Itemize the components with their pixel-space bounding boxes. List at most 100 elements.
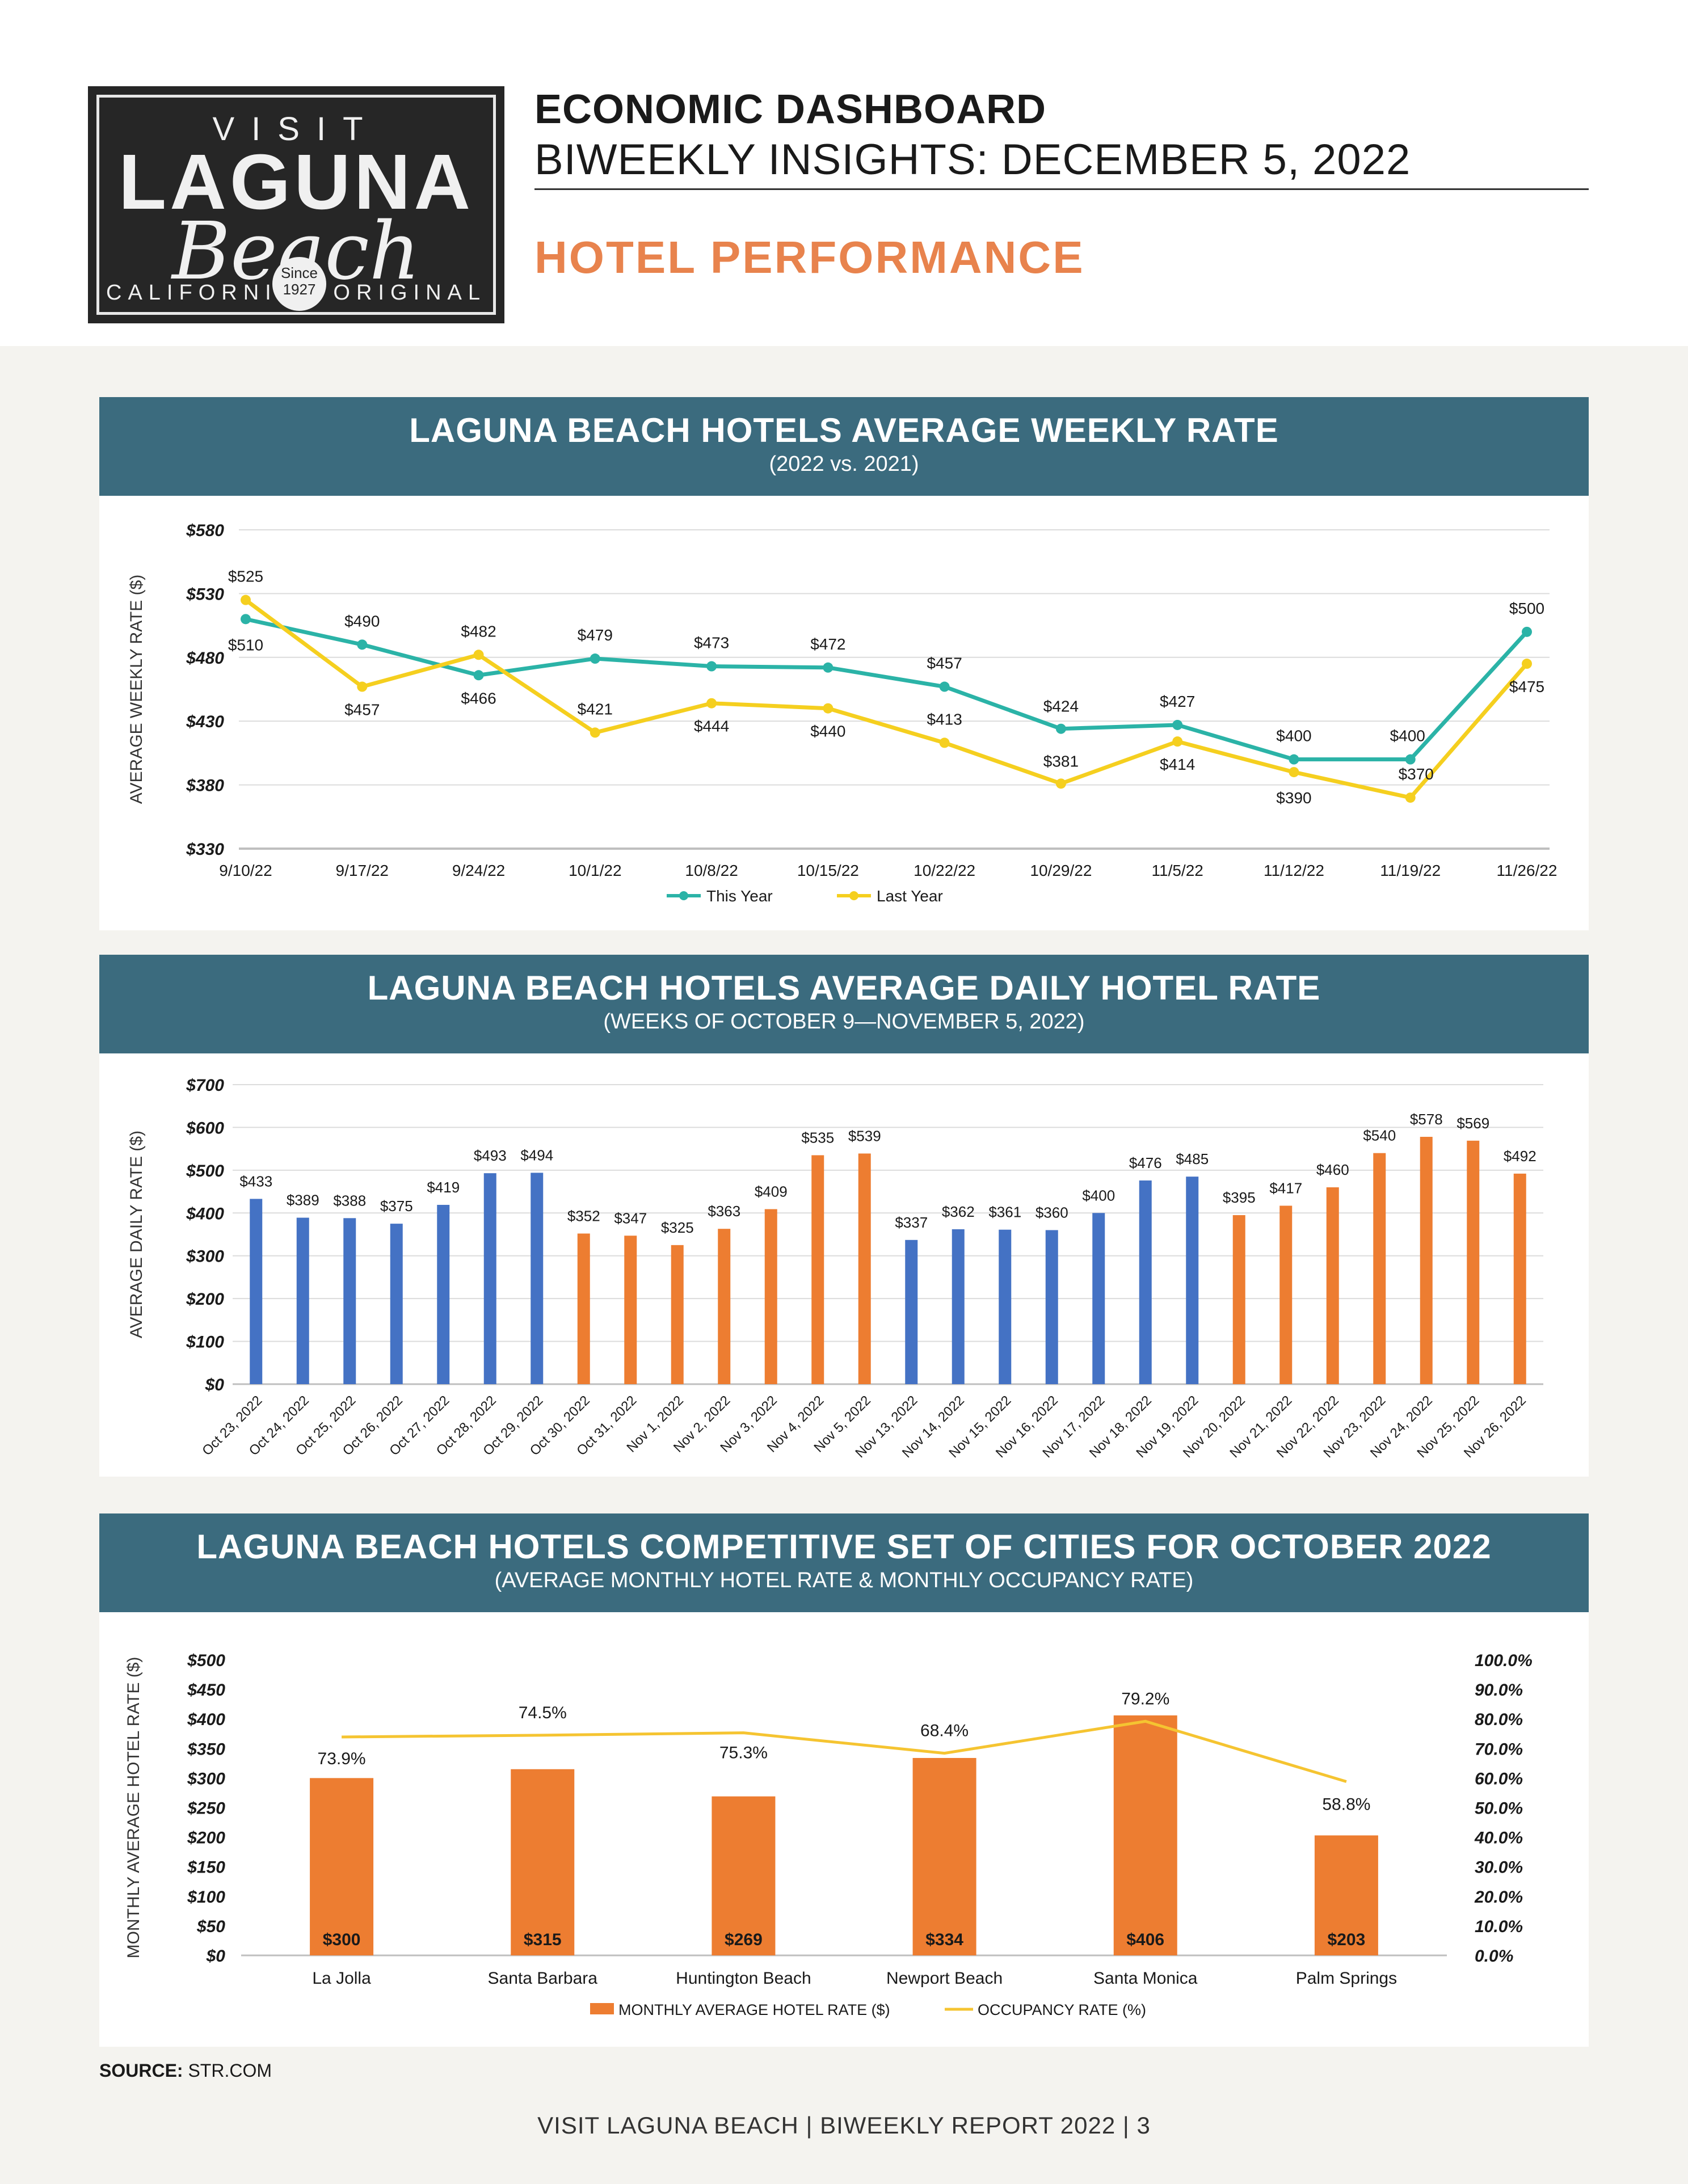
this-year-point [939, 681, 950, 692]
y-tick-label: $480 [186, 649, 224, 668]
y2-tick-label: 40.0% [1474, 1829, 1523, 1848]
x-tick-label: 11/19/22 [1380, 862, 1441, 879]
this-year-data-label: $400 [1390, 727, 1425, 745]
this-year-data-label: $473 [694, 634, 729, 652]
last-year-data-label: $475 [1509, 678, 1544, 695]
this-year-data-label: $500 [1509, 600, 1544, 617]
daily-rate-chart: $0 $100 $200 $300 $400 $500 $600 $700 AVERAGE DA… [127, 1076, 1543, 1461]
visit-laguna-beach-logo: VISIT LAGUNA Beach CALIFORNIA ORIGINAL S… [88, 86, 504, 323]
x-tick-label: 11/12/22 [1264, 862, 1324, 879]
bar-data-label: $395 [1223, 1189, 1256, 1206]
daily-rate-bar [671, 1245, 684, 1384]
bar-data-label: $334 [925, 1930, 963, 1949]
this-year-point [473, 670, 484, 681]
x-tick-label: 10/8/22 [685, 862, 738, 879]
last-year-point [590, 727, 600, 738]
bar-data-label: $325 [661, 1219, 694, 1236]
x-tick-label: Santa Barbara [488, 1969, 598, 1988]
y2-tick-label: 70.0% [1475, 1740, 1523, 1759]
x-tick-label: 9/10/22 [219, 862, 272, 879]
y-tick-label: $100 [187, 1888, 225, 1907]
legend-label: This Year [706, 887, 773, 905]
daily-rate-bar [577, 1233, 590, 1384]
y2-tick-label: 80.0% [1475, 1710, 1523, 1729]
daily-rate-bar [718, 1229, 731, 1384]
this-year-data-label: $466 [461, 689, 496, 707]
x-tick-label: 10/22/22 [914, 862, 975, 879]
y2-tick-label: 30.0% [1475, 1858, 1523, 1877]
occupancy-data-label: 75.3% [719, 1744, 768, 1763]
bar-data-label: $388 [333, 1192, 366, 1209]
last-year-point [1172, 736, 1183, 747]
legend-marker [849, 891, 858, 900]
bar-data-label: $203 [1328, 1930, 1366, 1949]
y-tick-label: $430 [186, 712, 224, 731]
bar-data-label: $375 [380, 1198, 413, 1215]
this-year-point [357, 639, 368, 650]
last-year-data-label: $457 [344, 701, 380, 719]
this-year-data-label: $479 [578, 626, 613, 644]
daily-rate-title: LAGUNA BEACH HOTELS AVERAGE DAILY HOTEL … [367, 969, 1321, 1007]
competitive-set-chart: $0 $50 $100 $150 $200 $250 $300 $350 $400 $450 $50… [124, 1651, 1533, 2018]
x-tick-label: 11/26/22 [1497, 862, 1557, 879]
last-year-data-label: $440 [810, 723, 845, 740]
this-year-line [245, 617, 1529, 762]
daily-rate-bar [1467, 1140, 1480, 1384]
last-year-point [823, 703, 834, 714]
y-axis-label: AVERAGE DAILY RATE ($) [127, 1131, 146, 1338]
y-tick-label: $330 [186, 840, 224, 859]
y2-tick-label: 60.0% [1475, 1769, 1523, 1788]
source-label: SOURCE: [99, 2060, 183, 2081]
logo-california-text: CALIFORNIA [106, 281, 298, 305]
last-year-data-label: $421 [578, 700, 613, 718]
this-year-point [1405, 754, 1416, 765]
bar-data-label: $269 [725, 1930, 763, 1949]
weekly-rate-chart: $330 $380 $430 $480 $530 $580 AVERAGE WEEKLY R… [127, 521, 1557, 905]
last-year-line [244, 598, 1529, 800]
this-year-data-label: $472 [810, 635, 845, 653]
hotel-rate-bar [1314, 1835, 1378, 1955]
daily-rate-bar [250, 1199, 263, 1384]
x-tick-label: 9/24/22 [452, 862, 505, 879]
y-tick-label: $0 [205, 1376, 225, 1394]
bar-data-label: $485 [1176, 1150, 1209, 1167]
last-year-point [1405, 792, 1416, 803]
bar-data-label: $347 [614, 1209, 647, 1226]
daily-rate-bar [1373, 1153, 1386, 1384]
x-tick-label: Huntington Beach [676, 1969, 811, 1988]
weekly-rate-title: LAGUNA BEACH HOTELS AVERAGE WEEKLY RATE [409, 411, 1279, 449]
bar-data-label: $360 [1035, 1204, 1068, 1221]
source-value: STR.COM [183, 2060, 272, 2081]
y-tick-label: $250 [187, 1799, 225, 1818]
y2-tick-label: 90.0% [1475, 1681, 1523, 1700]
bar-data-label: $315 [524, 1930, 562, 1949]
bar-data-label: $400 [1082, 1187, 1115, 1204]
this-year-point [590, 653, 600, 664]
x-tick-label: 10/15/22 [797, 862, 859, 879]
this-year-point [241, 614, 251, 625]
last-year-data-label: $444 [694, 718, 729, 735]
last-year-data-label: $381 [1043, 752, 1079, 770]
occupancy-data-label: 58.8% [1322, 1795, 1370, 1814]
y-axis-label: MONTHLY AVERAGE HOTEL RATE ($) [124, 1657, 143, 1959]
page-title: ECONOMIC DASHBOARD [534, 87, 1047, 132]
bar-data-label: $569 [1457, 1115, 1489, 1132]
legend-label: MONTHLY AVERAGE HOTEL RATE ($) [618, 2001, 890, 2018]
this-year-point [1172, 719, 1183, 730]
logo-since-text: Since [280, 264, 318, 281]
daily-rate-bar [437, 1204, 450, 1384]
y2-tick-label: 100.0% [1475, 1651, 1533, 1670]
daily-rate-bar [1420, 1137, 1433, 1384]
daily-rate-bar [624, 1236, 637, 1384]
occupancy-data-label: 68.4% [920, 1722, 969, 1740]
bar-data-label: $540 [1363, 1127, 1396, 1144]
y-tick-label: $500 [187, 1651, 225, 1670]
daily-rate-bar [1326, 1187, 1339, 1384]
logo-original-text: ORIGINAL [333, 281, 486, 305]
x-tick-label: 9/17/22 [336, 862, 389, 879]
daily-rate-bar [952, 1229, 965, 1384]
source-note: SOURCE: STR.COM [99, 2060, 272, 2081]
daily-rate-bar [1045, 1230, 1058, 1384]
hotel-rate-bar [511, 1769, 575, 1955]
occupancy-data-label: 79.2% [1121, 1689, 1169, 1708]
